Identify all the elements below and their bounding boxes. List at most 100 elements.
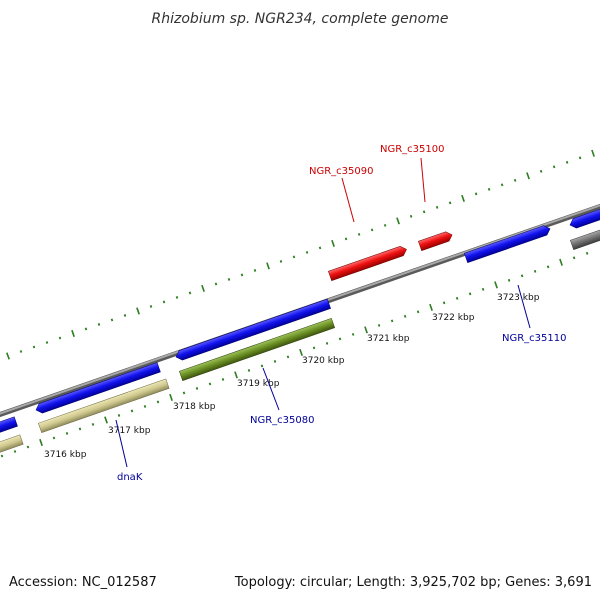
minor-tick — [195, 387, 199, 390]
map-title: Rhizobium sp. NGR234, complete genome — [152, 11, 449, 27]
minor-tick — [26, 445, 30, 449]
gene-arrow[interactable] — [328, 245, 408, 282]
minor-tick — [305, 251, 309, 254]
minor-tick — [507, 278, 511, 282]
minor-tick — [513, 178, 517, 182]
minor-tick — [565, 160, 569, 164]
minor-tick — [520, 274, 524, 278]
minor-tick — [325, 342, 329, 345]
major-tick — [591, 149, 595, 157]
minor-tick — [84, 327, 88, 331]
minor-tick — [279, 260, 283, 263]
minor-tick — [214, 282, 218, 286]
leader-line — [115, 419, 128, 468]
accession-text: Accession: NC_012587 — [9, 575, 157, 590]
kbp-label: 3720 kbp — [302, 356, 345, 366]
leader-line — [420, 157, 426, 203]
gene-bar-khaki[interactable] — [0, 434, 24, 460]
minor-tick — [188, 291, 192, 295]
minor-tick — [156, 400, 160, 404]
minor-tick — [481, 287, 485, 291]
kbp-label: 3719 kbp — [237, 379, 280, 389]
minor-tick — [546, 265, 550, 269]
minor-tick — [292, 255, 296, 259]
minor-tick — [32, 345, 36, 349]
minor-tick — [533, 269, 537, 273]
gene-arrow[interactable] — [34, 362, 161, 415]
gene-arrow[interactable] — [568, 200, 600, 230]
minor-tick — [357, 232, 361, 236]
minor-tick — [247, 369, 251, 372]
minor-tick — [468, 292, 472, 296]
minor-tick — [390, 319, 394, 323]
minor-tick — [370, 228, 374, 232]
minor-tick — [208, 382, 212, 386]
minor-tick — [474, 192, 478, 196]
major-tick — [266, 262, 270, 270]
minor-tick — [383, 223, 387, 227]
gene-label-ngr-c35090[interactable]: NGR_c35090 — [309, 166, 374, 177]
major-tick — [169, 393, 173, 402]
minor-tick — [487, 187, 491, 191]
major-tick — [104, 416, 108, 424]
major-tick — [461, 194, 465, 202]
gene-feature-track — [0, 220, 600, 460]
minor-tick — [572, 256, 576, 260]
minor-tick — [422, 210, 426, 214]
minor-tick — [45, 341, 49, 344]
leader-lines — [115, 157, 531, 468]
major-tick — [559, 258, 563, 266]
major-tick — [494, 281, 498, 289]
minor-tick — [318, 246, 322, 250]
minor-tick — [435, 205, 439, 209]
minor-tick — [442, 301, 446, 305]
gene-arrow[interactable] — [464, 224, 551, 264]
minor-tick — [130, 409, 134, 413]
minor-tick — [344, 237, 348, 241]
kbp-label: 3716 kbp — [44, 450, 87, 460]
kbp-label: 3717 kbp — [108, 426, 151, 436]
minor-tick — [539, 169, 543, 173]
minor-tick — [260, 364, 264, 368]
minor-tick — [91, 423, 95, 426]
minor-tick — [110, 318, 114, 322]
minor-tick — [351, 332, 355, 336]
minor-tick — [286, 355, 290, 359]
minor-tick — [123, 314, 127, 317]
gene-label-ngr-c35080[interactable]: NGR_c35080 — [250, 415, 315, 426]
forward-strand-genes — [0, 200, 600, 440]
gene-bar-green[interactable] — [179, 318, 336, 382]
minor-tick — [455, 296, 459, 300]
major-tick — [364, 326, 368, 334]
minor-tick — [52, 436, 56, 440]
minor-tick — [409, 214, 413, 218]
major-tick — [136, 307, 140, 315]
minor-tick — [403, 314, 407, 318]
kbp-label: 3722 kbp — [432, 313, 475, 323]
inner-tick-track — [0, 251, 589, 458]
gene-arrow[interactable] — [0, 416, 18, 440]
gene-labels: NGR_c35100 NGR_c35090 NGR_c35110 NGR_c35… — [117, 144, 567, 483]
gene-arrow[interactable] — [174, 298, 331, 362]
major-tick — [396, 217, 400, 225]
gene-bar-grey[interactable] — [570, 220, 600, 251]
minor-tick — [253, 269, 257, 272]
minor-tick — [162, 300, 166, 304]
minor-tick — [97, 323, 101, 326]
genome-summary-text: Topology: circular; Length: 3,925,702 bp… — [234, 575, 592, 590]
minor-tick — [182, 391, 186, 395]
gene-label-ngr-c35100[interactable]: NGR_c35100 — [380, 144, 445, 155]
kbp-label: 3723 kbp — [497, 293, 540, 303]
major-tick — [299, 348, 303, 356]
kbp-labels: 3716 kbp 3717 kbp 3718 kbp 3719 kbp 3720… — [44, 293, 540, 460]
gene-bar-khaki[interactable] — [38, 378, 170, 434]
minor-tick — [585, 251, 589, 255]
gene-label-ngr-c35110[interactable]: NGR_c35110 — [502, 333, 567, 344]
minor-tick — [78, 427, 82, 431]
leader-line — [517, 284, 531, 329]
gene-arrow[interactable] — [418, 230, 453, 252]
gene-label-dnak[interactable]: dnaK — [117, 472, 143, 483]
kbp-label: 3721 kbp — [367, 334, 410, 344]
reverse-strand-genes — [328, 230, 453, 282]
